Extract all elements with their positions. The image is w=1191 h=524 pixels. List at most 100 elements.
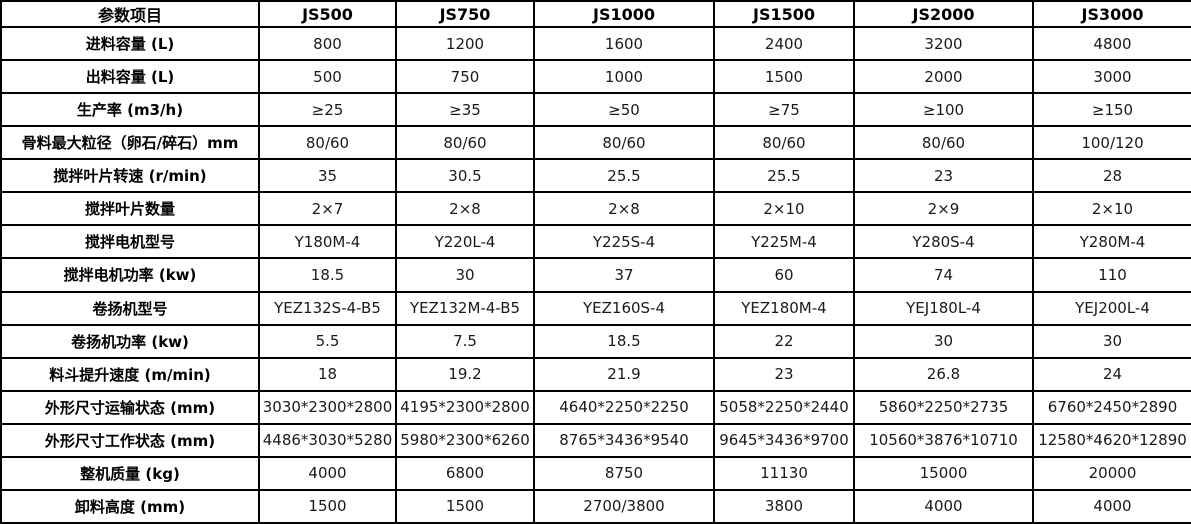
- param-value: 28: [1032, 158, 1191, 194]
- param-value: Y280S-4: [853, 224, 1034, 260]
- table-row: 出料容量 (L) 500 750 1000 1500 2000 3000: [0, 59, 1191, 95]
- param-value: 25.5: [533, 158, 715, 194]
- param-label: 搅拌叶片转速 (r/min): [0, 158, 260, 194]
- param-value: 6800: [395, 455, 535, 491]
- table-row: 搅拌电机功率 (kw) 18.5 30 37 60 74 110: [0, 257, 1191, 293]
- table-row: 外形尺寸运输状态 (mm) 3030*2300*2800 4195*2300*2…: [0, 389, 1191, 425]
- table-row: 搅拌电机型号 Y180M-4 Y220L-4 Y225S-4 Y225M-4 Y…: [0, 224, 1191, 260]
- param-label: 料斗提升速度 (m/min): [0, 356, 260, 392]
- param-value: 24: [1032, 356, 1191, 392]
- param-value: 4800: [1032, 25, 1191, 62]
- param-value: 9645*3436*9700: [713, 422, 855, 458]
- table-row: 搅拌叶片转速 (r/min) 35 30.5 25.5 25.5 23 28: [0, 158, 1191, 194]
- param-value: 2700/3800: [533, 488, 715, 524]
- table-row: 搅拌叶片数量 2×7 2×8 2×8 2×10 2×9 2×10: [0, 191, 1191, 227]
- param-value: 750: [395, 59, 535, 95]
- param-value: Y220L-4: [395, 224, 535, 260]
- param-label: 搅拌电机功率 (kw): [0, 257, 260, 293]
- param-value: 30: [395, 257, 535, 293]
- param-value: 20000: [1032, 455, 1191, 491]
- param-value: 800: [258, 25, 397, 62]
- param-label: 进料容量 (L): [0, 25, 260, 62]
- param-value: 21.9: [533, 356, 715, 392]
- param-value: 2000: [853, 59, 1034, 95]
- param-value: 1200: [395, 25, 535, 62]
- param-label: 卸料高度 (mm): [0, 488, 260, 524]
- param-value: 25.5: [713, 158, 855, 194]
- param-value: 37: [533, 257, 715, 293]
- param-value: 6760*2450*2890: [1032, 389, 1191, 425]
- param-label: 搅拌电机型号: [0, 224, 260, 260]
- param-value: 5980*2300*6260: [395, 422, 535, 458]
- table-row: 卸料高度 (mm) 1500 1500 2700/3800 3800 4000 …: [0, 488, 1191, 524]
- table-row: 卷扬机功率 (kw) 5.5 7.5 18.5 22 30 30: [0, 323, 1191, 359]
- param-value: 18.5: [533, 323, 715, 359]
- param-value: 5058*2250*2440: [713, 389, 855, 425]
- param-value: 8765*3436*9540: [533, 422, 715, 458]
- param-value: 110: [1032, 257, 1191, 293]
- param-value: 19.2: [395, 356, 535, 392]
- param-value: 80/60: [533, 125, 715, 161]
- param-value: 18.5: [258, 257, 397, 293]
- param-value: 10560*3876*10710: [853, 422, 1034, 458]
- param-value: 3800: [713, 488, 855, 524]
- param-value: 80/60: [258, 125, 397, 161]
- param-value: 80/60: [713, 125, 855, 161]
- param-value: 5860*2250*2735: [853, 389, 1034, 425]
- param-label: 生产率 (m3/h): [0, 92, 260, 128]
- param-value: 30: [1032, 323, 1191, 359]
- param-value: 11130: [713, 455, 855, 491]
- table-row: 卷扬机型号 YEZ132S-4-B5 YEZ132M-4-B5 YEZ160S-…: [0, 290, 1191, 326]
- param-value: 3000: [1032, 59, 1191, 95]
- param-label: 外形尺寸运输状态 (mm): [0, 389, 260, 425]
- column-header-js500: JS500: [258, 0, 397, 28]
- column-header-js2000: JS2000: [853, 0, 1034, 28]
- column-header-js750: JS750: [395, 0, 535, 28]
- param-value: YEZ160S-4: [533, 290, 715, 326]
- table-row: 进料容量 (L) 800 1200 1600 2400 3200 4800: [0, 25, 1191, 62]
- table-header-row: 参数项目 JS500 JS750 JS1000 JS1500 JS2000 JS…: [0, 0, 1191, 28]
- param-value: 2×10: [1032, 191, 1191, 227]
- param-label: 卷扬机功率 (kw): [0, 323, 260, 359]
- param-value: 1500: [713, 59, 855, 95]
- param-value: 18: [258, 356, 397, 392]
- param-value: ≥150: [1032, 92, 1191, 128]
- param-value: 4195*2300*2800: [395, 389, 535, 425]
- param-value: 2×7: [258, 191, 397, 227]
- param-value: YEZ132M-4-B5: [395, 290, 535, 326]
- param-label: 搅拌叶片数量: [0, 191, 260, 227]
- column-header-js3000: JS3000: [1032, 0, 1191, 28]
- param-value: 1500: [258, 488, 397, 524]
- table-row: 料斗提升速度 (m/min) 18 19.2 21.9 23 26.8 24: [0, 356, 1191, 392]
- table-row: 整机质量 (kg) 4000 6800 8750 11130 15000 200…: [0, 455, 1191, 491]
- param-value: 1000: [533, 59, 715, 95]
- param-label: 骨料最大粒径（卵石/碎石）mm: [0, 125, 260, 161]
- param-value: 4000: [1032, 488, 1191, 524]
- table-row: 外形尺寸工作状态 (mm) 4486*3030*5280 5980*2300*6…: [0, 422, 1191, 458]
- param-value: 74: [853, 257, 1034, 293]
- param-label: 出料容量 (L): [0, 59, 260, 95]
- param-value: 4640*2250*2250: [533, 389, 715, 425]
- param-value: 30.5: [395, 158, 535, 194]
- param-value: ≥100: [853, 92, 1034, 128]
- param-value: 100/120: [1032, 125, 1191, 161]
- param-value: 1500: [395, 488, 535, 524]
- param-value: ≥35: [395, 92, 535, 128]
- param-value: YEZ180M-4: [713, 290, 855, 326]
- param-label: 外形尺寸工作状态 (mm): [0, 422, 260, 458]
- param-value: Y280M-4: [1032, 224, 1191, 260]
- param-value: 4000: [853, 488, 1034, 524]
- param-value: ≥50: [533, 92, 715, 128]
- param-value: 60: [713, 257, 855, 293]
- column-header-params: 参数项目: [0, 0, 260, 28]
- param-value: 500: [258, 59, 397, 95]
- table-body: 进料容量 (L) 800 1200 1600 2400 3200 4800 出料…: [0, 25, 1191, 524]
- param-value: 4000: [258, 455, 397, 491]
- param-value: 4486*3030*5280: [258, 422, 397, 458]
- param-value: YEZ132S-4-B5: [258, 290, 397, 326]
- param-value: ≥25: [258, 92, 397, 128]
- param-value: ≥75: [713, 92, 855, 128]
- param-value: Y225S-4: [533, 224, 715, 260]
- column-header-js1500: JS1500: [713, 0, 855, 28]
- param-value: 3030*2300*2800: [258, 389, 397, 425]
